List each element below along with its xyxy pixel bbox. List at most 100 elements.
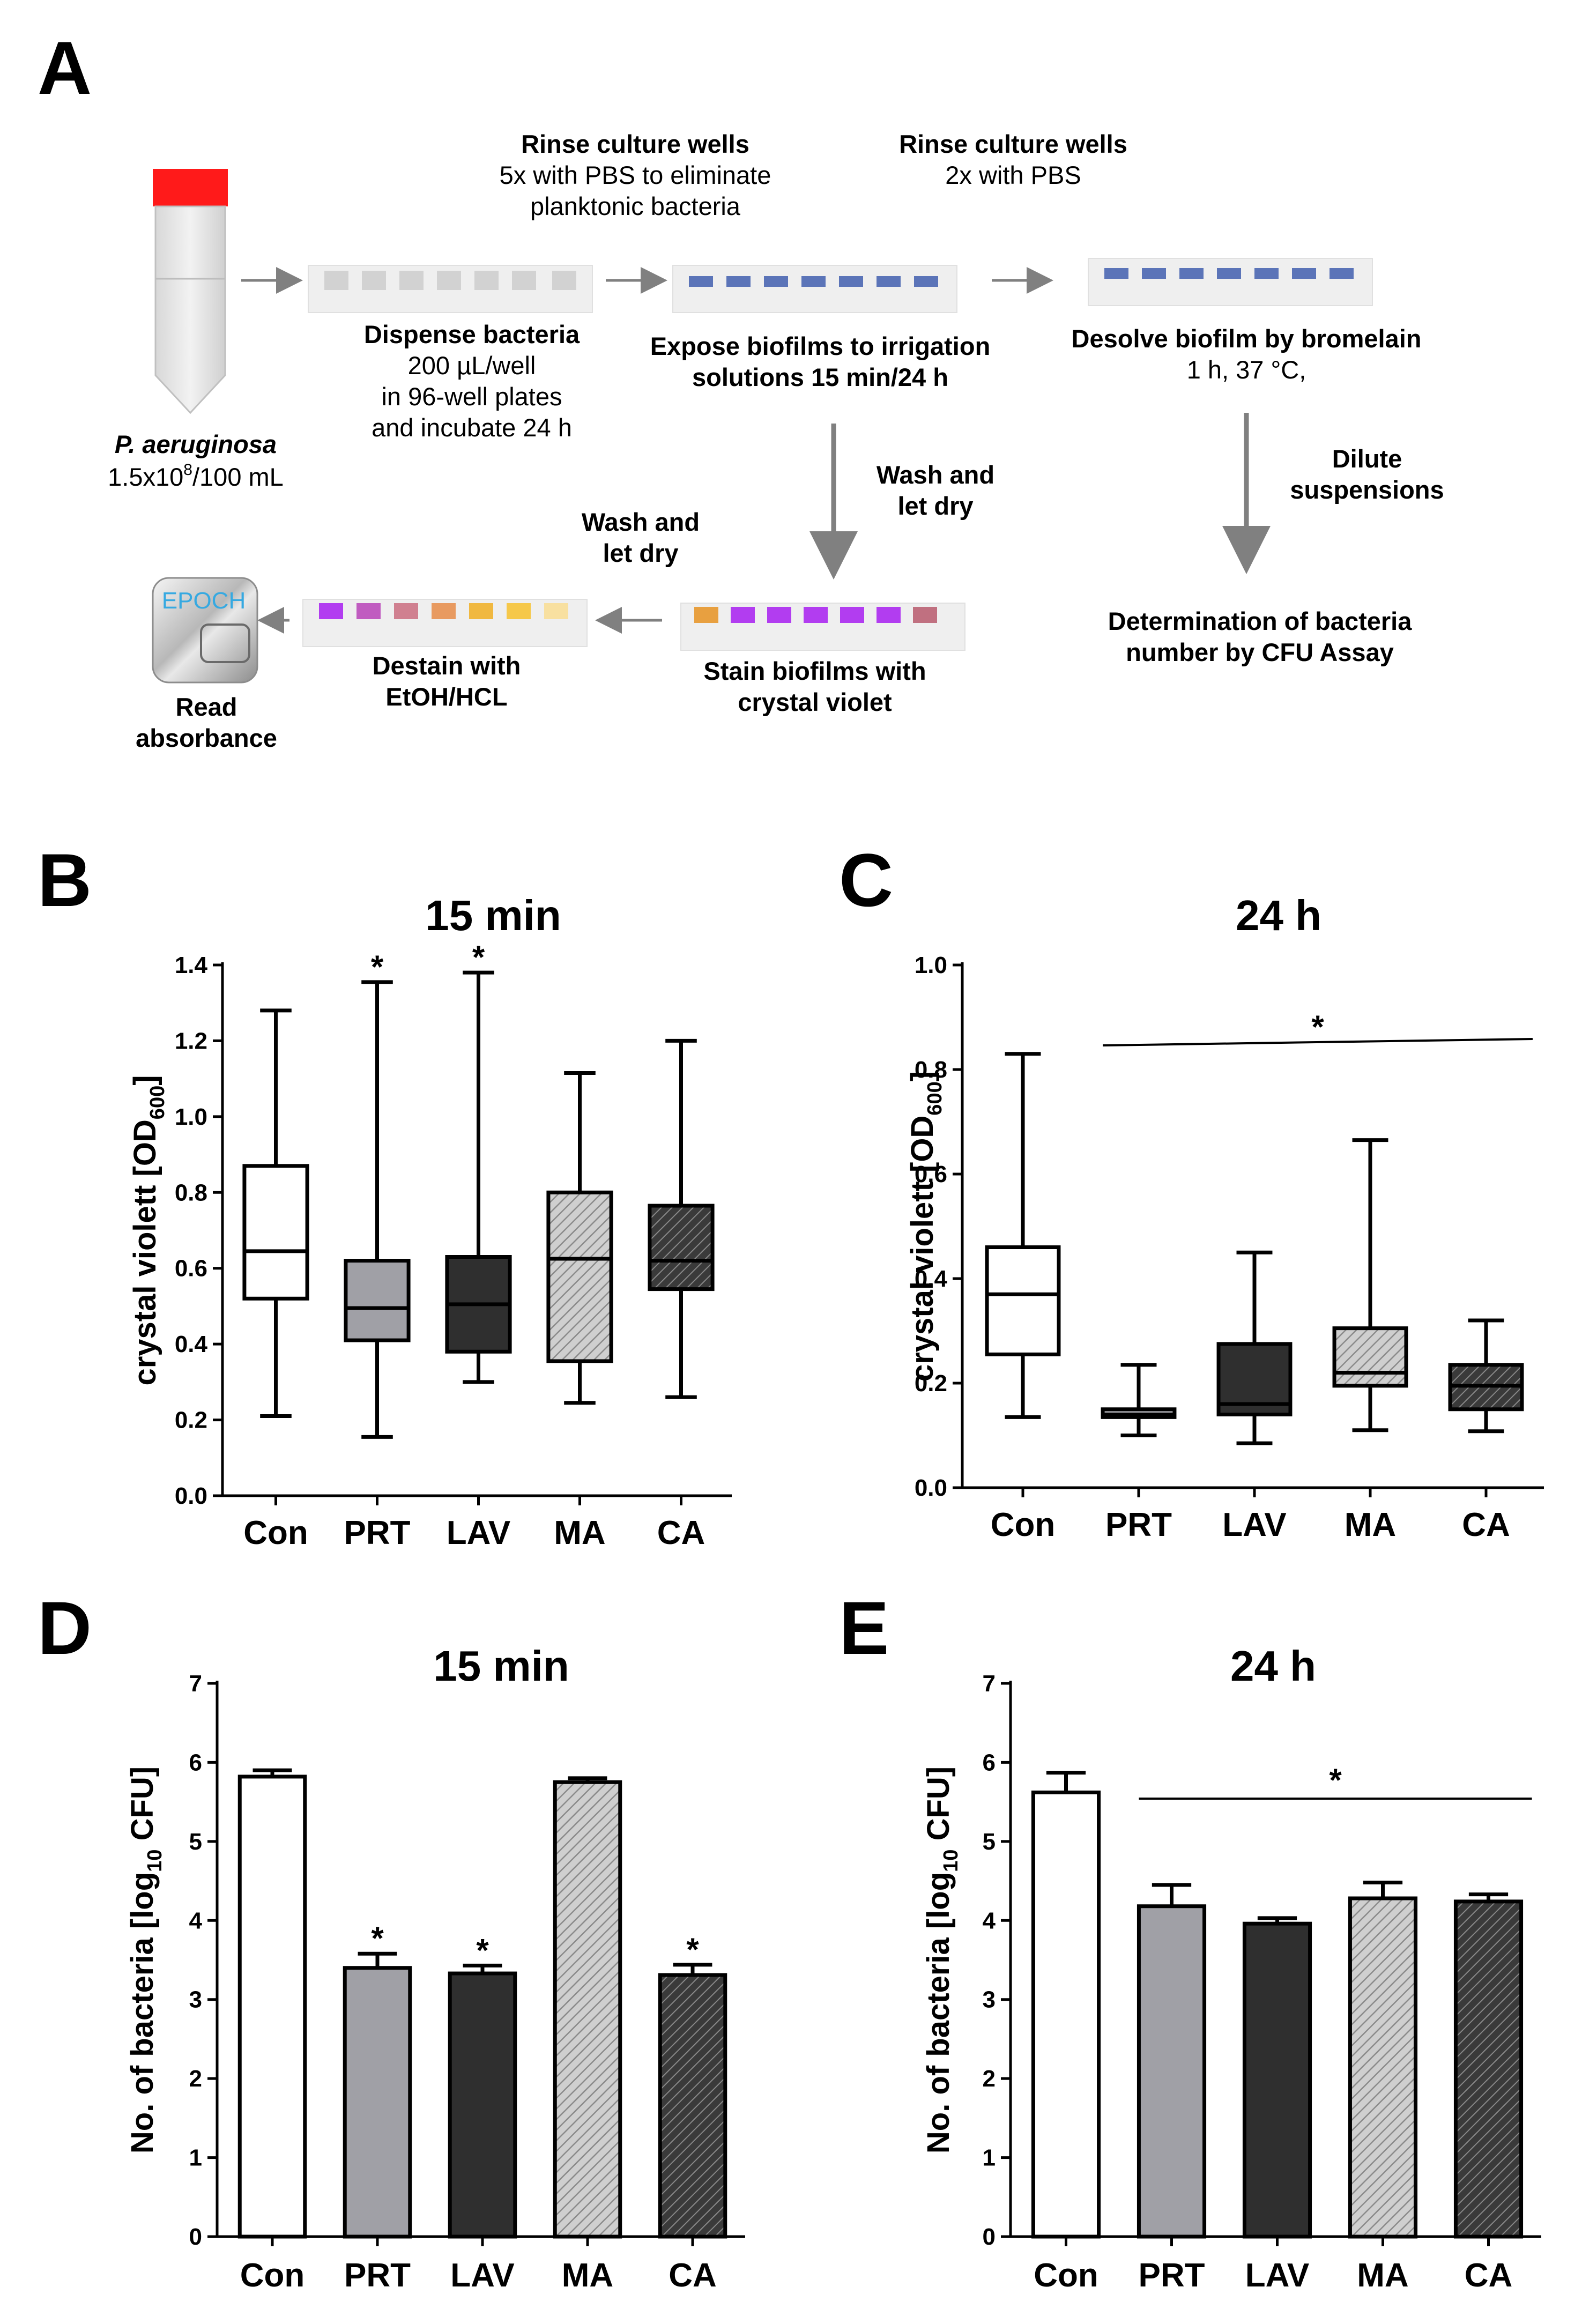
y-tick-label: 0.2	[915, 1370, 947, 1397]
chart-d-cfu-15min: 15 min No. of bacteria [log10 CFU] 0 1 2 3 4 5 6…	[125, 1642, 745, 2294]
cfu-line2: number by CFU Assay	[1126, 638, 1394, 666]
panel-label-d: D	[38, 1586, 92, 1670]
y-tick-label: 0.4	[915, 1266, 948, 1292]
wash2-line1: Wash and	[582, 508, 700, 536]
box-lav	[1216, 1250, 1293, 1445]
y-axis-label: No. of bacteria [log10 CFU]	[125, 1766, 166, 2154]
bar-rect	[1348, 1896, 1418, 2239]
x-tick-label: PRT	[344, 2257, 411, 2294]
x-tick-label: LAV	[450, 2257, 514, 2294]
concentration-label: 1.5x108/100 mL	[108, 461, 284, 491]
y-tick-label: 6	[189, 1749, 202, 1776]
y-tick-label: 0.0	[175, 1483, 207, 1509]
bar-con	[237, 1768, 307, 2239]
box-iqr	[648, 1204, 715, 1291]
epoch-label: EPOCH	[162, 588, 246, 614]
x-tick-label: CA	[669, 2257, 717, 2294]
y-tick-label: 1.0	[915, 952, 947, 978]
significance-star: *	[1329, 1762, 1342, 1798]
box-prt	[1101, 1363, 1177, 1437]
dilute-line1: Dilute	[1332, 444, 1402, 473]
dispense-line3: in 96-well plates	[381, 382, 562, 411]
y-tick-label: 0.8	[915, 1057, 947, 1083]
y-tick-label: 2	[983, 2066, 996, 2092]
bar-ma	[1348, 1881, 1418, 2239]
stain-line2: crystal violet	[738, 688, 892, 716]
x-tick-label: MA	[562, 2257, 613, 2294]
bar-ma	[553, 1776, 622, 2239]
wash2-line2: let dry	[603, 539, 678, 567]
desolve-line1: Desolve biofilm by bromelain	[1072, 324, 1422, 353]
chart-title: 24 h	[1230, 1642, 1316, 1690]
rinse2-title: Rinse culture wells	[899, 130, 1127, 158]
expose-line2: solutions 15 min/24 h	[692, 363, 948, 391]
wash1-line1: Wash and	[877, 461, 994, 489]
bar-rect	[553, 1780, 622, 2239]
desolve-line2: 1 h, 37 °C,	[1187, 355, 1306, 384]
significance-star: *	[371, 949, 384, 985]
bar-con	[1031, 1771, 1101, 2239]
significance-star: *	[686, 1932, 699, 1967]
read-line1: Read	[176, 693, 237, 721]
x-tick-label: CA	[657, 1514, 705, 1551]
plate-stain	[680, 603, 965, 651]
tube-icon	[153, 169, 228, 414]
x-tick-label: MA	[1357, 2257, 1408, 2294]
panel-label-b: B	[38, 838, 92, 922]
bar-prt	[1137, 1883, 1207, 2239]
x-tick-label: MA	[1345, 1506, 1396, 1543]
chart-b-crystal-violet-15min: 15 min crystal violett [OD600] 0.0 0.2 0.4 0.…	[128, 892, 732, 1551]
y-tick-label: 1.0	[175, 1104, 207, 1130]
y-tick-label: 4	[983, 1907, 996, 1934]
x-tick-label: Con	[991, 1506, 1056, 1543]
y-tick-label: 5	[189, 1829, 202, 1855]
chart-title: 15 min	[433, 1642, 569, 1690]
y-tick-label: 0.0	[915, 1475, 947, 1501]
y-tick-label: 0.8	[175, 1179, 207, 1206]
panel-a: A P. aeruginosa 1.5x108/100 mL	[38, 26, 1444, 752]
dispense-line4: and incubate 24 h	[372, 413, 572, 442]
bar-rect	[1242, 1921, 1312, 2239]
y-tick-label: 1.4	[175, 952, 208, 978]
significance-star: *	[476, 1932, 489, 1968]
strain-label: P. aeruginosa	[115, 430, 277, 458]
y-tick-label: 0.2	[175, 1407, 207, 1434]
plate-destain	[302, 599, 588, 647]
y-axis-label: crystal violett [OD600]	[905, 1071, 946, 1382]
y-tick-label: 0.6	[175, 1256, 207, 1282]
y-tick-label: 0.4	[175, 1331, 208, 1357]
box-ma	[546, 1071, 613, 1405]
y-tick-label: 0	[983, 2224, 996, 2250]
y-tick-label: 1.2	[175, 1028, 207, 1054]
box-con	[242, 1008, 309, 1418]
chart-e-cfu-24h: 24 h No. of bacteria [log10 CFU] 0 1 2 3 4 5 6 7 C…	[921, 1642, 1541, 2294]
x-tick-label: Con	[240, 2257, 305, 2294]
read-line2: absorbance	[136, 724, 277, 752]
chart-title: 24 h	[1236, 892, 1321, 939]
bar-rect	[343, 1966, 412, 2239]
destain-line1: Destain with	[373, 651, 521, 680]
x-tick-label: PRT	[1139, 2257, 1205, 2294]
plate-desolve	[1088, 258, 1373, 306]
tube-cap	[153, 169, 228, 206]
x-tick-label: PRT	[344, 1514, 411, 1551]
bar-lav	[448, 1963, 517, 2239]
bar-rect	[1453, 1899, 1524, 2239]
rinse1-line3: planktonic bacteria	[530, 192, 741, 220]
wash1-line2: let dry	[897, 492, 973, 520]
bar-rect	[1031, 1790, 1101, 2239]
y-tick-label: 1	[983, 2145, 996, 2171]
box-iqr	[546, 1190, 613, 1363]
box-iqr	[985, 1245, 1061, 1356]
y-tick-label: 4	[189, 1907, 203, 1934]
bar-rect	[658, 1973, 727, 2239]
box-ca	[648, 1038, 715, 1399]
box-con	[985, 1052, 1061, 1419]
y-axis-label: No. of bacteria [log10 CFU]	[921, 1766, 962, 2154]
y-axis-label: crystal violett [OD600]	[128, 1075, 169, 1385]
y-tick-label: 0.6	[915, 1161, 947, 1187]
y-tick-label: 0	[189, 2224, 202, 2250]
y-tick-label: 5	[983, 1829, 996, 1855]
y-tick-label: 3	[189, 1987, 202, 2013]
